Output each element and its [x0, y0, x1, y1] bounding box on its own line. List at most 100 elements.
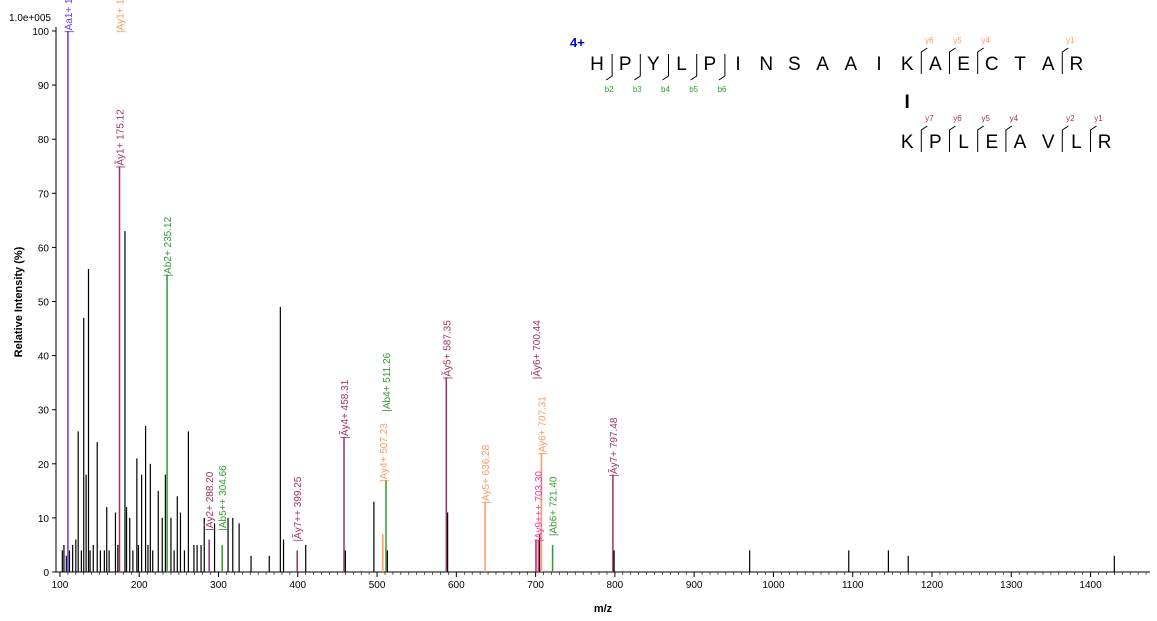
y-tick-label: 90	[38, 81, 50, 92]
residue-alpha: T	[1014, 54, 1026, 75]
peak-label: |Ay6+ 707.31	[537, 396, 548, 455]
y-tick-label: 0	[43, 568, 49, 579]
y-axis-label: Relative Intensity (%)	[13, 246, 25, 357]
x-tick-label: 200	[131, 580, 148, 591]
y-ion-marker	[977, 47, 984, 74]
y-tick-label: 60	[38, 243, 50, 254]
residue-alpha: N	[759, 54, 773, 75]
y-tick-label: 20	[38, 460, 50, 471]
x-tick-label: 500	[369, 580, 386, 591]
x-tick-label: 800	[607, 580, 624, 591]
y-tick-label: 40	[38, 352, 50, 363]
residue-alpha: A	[844, 54, 857, 75]
x-tick-label: 1200	[921, 580, 944, 591]
peak-annotations: |Aa1+ 110.07 |Ay1+ 175.12 |Ãy1+ 175.12 |Ab2…	[64, 0, 620, 542]
peak-label: |Ay4+ 507.23	[379, 423, 390, 482]
y-ion-label: y6	[925, 36, 934, 45]
y-ion-label-beta: y7	[925, 114, 934, 123]
x-tick-label: 700	[527, 580, 544, 591]
y-ion-label-beta: y1	[1094, 114, 1103, 123]
residue-alpha: Y	[647, 54, 660, 75]
b-ion-label: b6	[717, 85, 726, 94]
peak-label: |Ãy6+ 700.44	[530, 320, 543, 379]
peak-label: |Aa1+ 110.07	[64, 0, 75, 33]
y-ion-marker-beta	[949, 125, 956, 152]
charge-state: 4+	[570, 35, 585, 50]
x-axis-label: m/z	[594, 603, 613, 615]
y-ion-label: y1	[1066, 36, 1075, 45]
residue-beta: V	[1042, 132, 1055, 153]
y-ion-marker-beta	[1090, 125, 1097, 152]
peaks	[61, 31, 1115, 572]
residue-beta: P	[929, 132, 942, 153]
x-tick-label: 300	[210, 580, 227, 591]
residue-alpha: A	[929, 54, 942, 75]
peak-label: |Ãy2+ 288.20	[203, 471, 216, 530]
b-ion-label: b4	[661, 85, 670, 94]
b-ion-marker	[718, 54, 726, 81]
y-ion-label-beta: y2	[1066, 114, 1075, 123]
y-tick-label: 70	[38, 189, 50, 200]
y-ion-marker-beta	[977, 125, 984, 152]
b-ion-label: b3	[633, 85, 642, 94]
y-ion-marker-beta	[920, 125, 928, 152]
residue-beta: L	[1071, 132, 1082, 153]
b-ion-marker	[634, 54, 641, 81]
residue-alpha: A	[816, 54, 829, 75]
b-ion-label: b2	[605, 85, 614, 94]
peak-label: |Ãy1+ 175.12	[114, 109, 127, 168]
peak-label: |Ãy7++ 399.25	[291, 476, 304, 541]
peak-label: |Ab6+ 721.40	[549, 476, 560, 536]
y-ion-label-beta: y4	[1010, 114, 1019, 123]
residue-alpha: A	[1042, 54, 1055, 75]
residue-alpha: C	[985, 54, 999, 75]
x-tick-label: 600	[448, 580, 465, 591]
residue-beta: R	[1098, 132, 1112, 153]
y-ion-marker	[1061, 47, 1069, 74]
peak-label: |Ãy4+ 458.31	[338, 379, 351, 438]
residue-alpha: I	[735, 54, 740, 75]
x-tick-label: 1400	[1079, 580, 1102, 591]
y-tick-label: 30	[38, 406, 50, 417]
residue-alpha: L	[676, 54, 687, 75]
x-tick-label: 400	[289, 580, 306, 591]
scale-label: 1.0e+005	[9, 13, 51, 24]
y-tick-label: 10	[38, 514, 50, 525]
x-tick-label: 1000	[762, 580, 785, 591]
x-tick-label: 900	[686, 580, 703, 591]
peak-label: |Ay9+++ 703.30	[534, 471, 545, 542]
y-ion-marker-beta	[1061, 125, 1069, 152]
residue-alpha: K	[901, 54, 914, 75]
crosslink-marker: I	[905, 92, 910, 113]
y-ion-label: y4	[981, 36, 990, 45]
residue-alpha: S	[788, 54, 801, 75]
b-ion-label: b5	[689, 85, 698, 94]
y-tick-label: 50	[38, 298, 50, 309]
residue-alpha: R	[1070, 54, 1084, 75]
residue-alpha: P	[703, 54, 716, 75]
residue-beta: A	[1014, 132, 1027, 153]
y-ion-marker	[949, 47, 956, 74]
x-tick-label: 1300	[1000, 580, 1023, 591]
y-ion-marker-beta	[1005, 125, 1013, 152]
peak-label: |Ay1+ 175.12	[116, 0, 127, 33]
x-tick-label: 100	[52, 580, 69, 591]
b-ion-marker	[690, 54, 698, 81]
peak-label: |Ãy5+ 587.35	[440, 320, 453, 379]
b-ion-marker	[662, 54, 669, 81]
x-tick-label: 1100	[842, 580, 864, 591]
residue-beta: E	[985, 132, 998, 153]
residue-alpha: H	[590, 54, 604, 75]
b-ion-marker	[605, 54, 613, 81]
residue-alpha: I	[876, 54, 881, 75]
y-tick-label: 100	[32, 27, 49, 38]
peak-label: |Ab2+ 235.12	[163, 216, 174, 276]
residue-alpha: E	[957, 54, 970, 75]
y-ion-marker	[920, 47, 928, 74]
residue-beta: L	[958, 132, 969, 153]
y-ion-label-beta: y6	[953, 114, 962, 123]
peak-label: |Ab5++ 304.66	[218, 465, 229, 531]
peak-label: |Ab4+ 511.26	[382, 352, 393, 411]
y-tick-label: 80	[38, 135, 50, 146]
